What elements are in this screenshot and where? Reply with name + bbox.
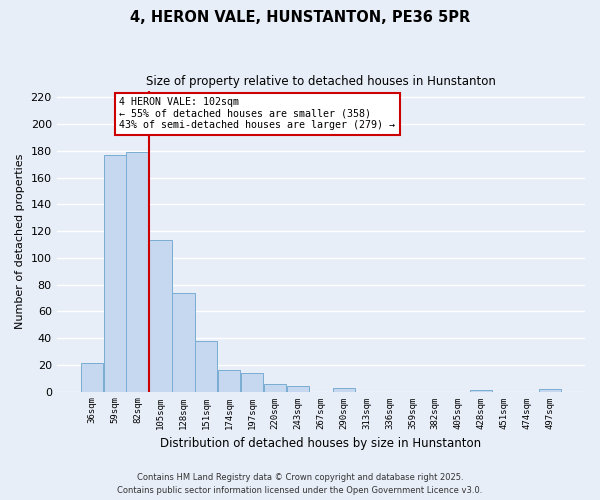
Bar (470, 390, 492, 392)
X-axis label: Distribution of detached houses by size in Hunstanton: Distribution of detached houses by size … (160, 437, 481, 450)
Text: 4 HERON VALE: 102sqm
← 55% of detached houses are smaller (358)
43% of semi-deta: 4 HERON VALE: 102sqm ← 55% of detached h… (119, 97, 395, 130)
Bar (104, 155, 126, 392)
Bar (241, 373, 263, 392)
Bar (127, 152, 149, 392)
Bar (172, 292, 194, 392)
Bar (287, 386, 309, 392)
Bar (149, 240, 172, 392)
Bar (332, 388, 355, 392)
Bar (195, 340, 217, 392)
Y-axis label: Number of detached properties: Number of detached properties (15, 154, 25, 328)
Bar (80, 364, 103, 392)
Bar (218, 370, 241, 392)
Text: 4, HERON VALE, HUNSTANTON, PE36 5PR: 4, HERON VALE, HUNSTANTON, PE36 5PR (130, 10, 470, 25)
Bar (264, 384, 286, 392)
Text: Contains HM Land Registry data © Crown copyright and database right 2025.
Contai: Contains HM Land Registry data © Crown c… (118, 474, 482, 495)
Bar (539, 389, 561, 392)
Title: Size of property relative to detached houses in Hunstanton: Size of property relative to detached ho… (146, 75, 496, 88)
